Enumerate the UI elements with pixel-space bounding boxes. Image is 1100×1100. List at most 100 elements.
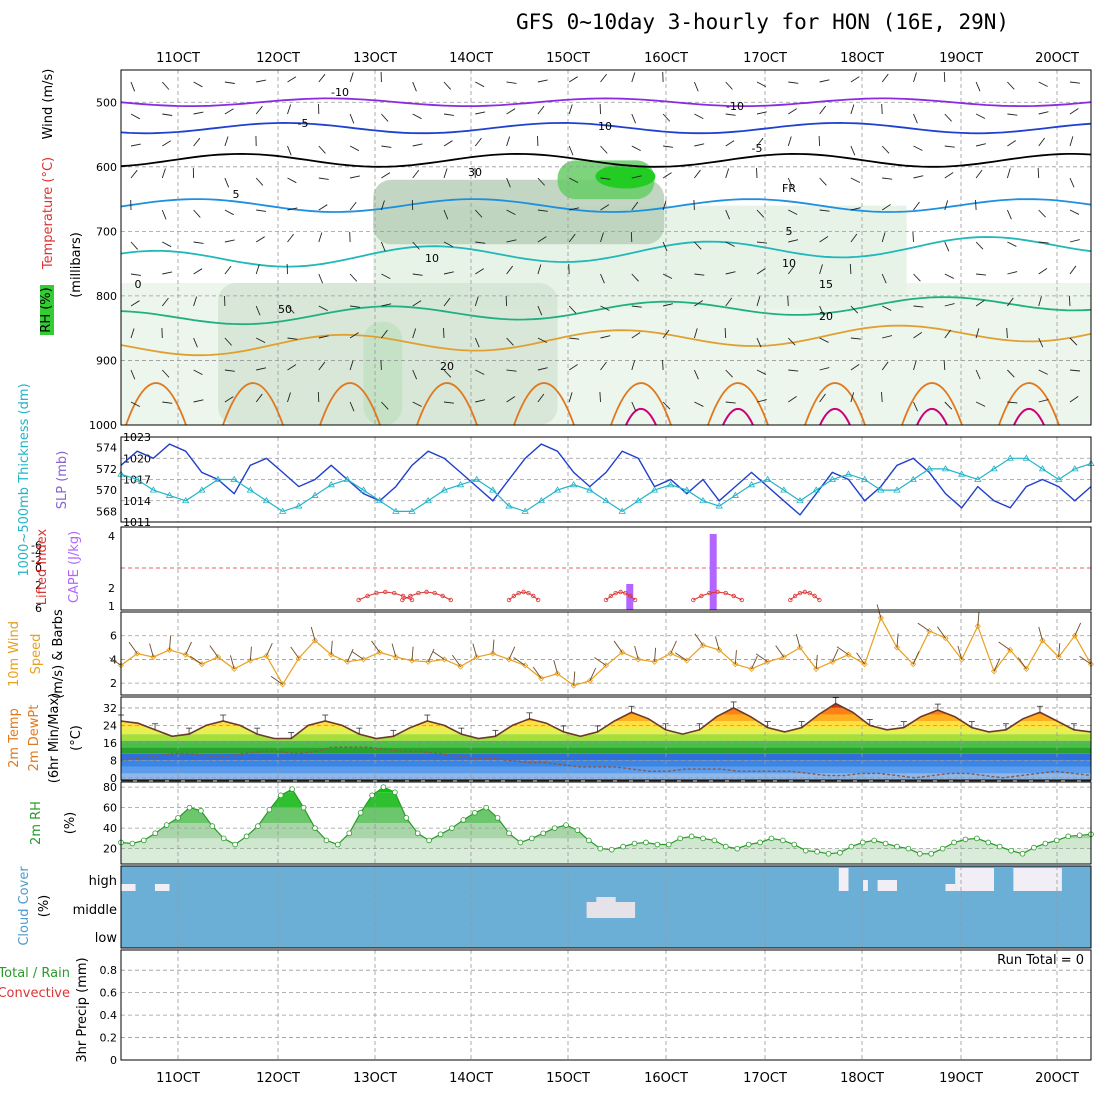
wind-barb [975, 199, 977, 211]
wind-barb [1069, 265, 1077, 275]
wind-barb [662, 200, 667, 211]
wind-barb [631, 113, 637, 124]
thickness-marker [909, 475, 917, 482]
lifted-marker [792, 593, 798, 599]
wind-barb [756, 399, 767, 403]
wind-barb [756, 337, 762, 348]
upper-air-frame [120, 69, 1092, 426]
wind-barb [349, 113, 355, 124]
wind-barb-10m [371, 640, 381, 653]
wind-barb [1069, 337, 1078, 346]
thickness-marker [165, 491, 174, 498]
lifted-tick-label: -2 [31, 554, 42, 567]
x-tick-label-top: 16OCT [644, 51, 688, 66]
wind-barb [913, 145, 923, 151]
high-cloud-gap [838, 868, 849, 891]
wind-barb [443, 297, 451, 307]
rh2m-marker [688, 833, 695, 840]
top-x-axis: 11OCT 12OCT 13OCT 14OCT 15OCT 16OCT 17OCT 18OCT… [156, 51, 1079, 66]
wind-barb [787, 265, 795, 275]
rh-tick-label: 20 [103, 843, 117, 856]
thickness-marker [666, 481, 675, 488]
wind-barb [224, 369, 235, 372]
wind-speed-marker [861, 661, 868, 668]
wind-barb [600, 73, 607, 83]
wind-speed-marker [780, 653, 787, 661]
wind-barb [506, 337, 514, 346]
wind-speed-marker [893, 644, 901, 651]
wind-barb-10m [427, 648, 435, 662]
rh2m-marker [939, 845, 946, 852]
thickness-marker [586, 486, 594, 493]
wind-speed-marker [748, 665, 755, 672]
wind-barb [788, 239, 799, 243]
wind-barb-10m [998, 641, 1011, 651]
lifted-marker [392, 590, 397, 596]
thickness-marker [844, 470, 853, 477]
wind-barb [975, 369, 981, 380]
wind-barb [975, 328, 980, 339]
wind-barb [1007, 271, 1018, 275]
cloud-level-label: low [95, 931, 118, 946]
wind-barb [193, 337, 198, 348]
hot-bump [625, 407, 657, 426]
wind-barb [162, 241, 172, 248]
wind-barb [349, 72, 354, 83]
minus5-isotherm [120, 121, 1092, 135]
wind-barb [130, 273, 141, 276]
wind-barb [256, 79, 267, 83]
rh2m-marker [517, 839, 524, 846]
lifted-marker [506, 597, 512, 603]
rh2m-marker [152, 830, 159, 837]
wind-barb [819, 209, 830, 212]
wind-barb [725, 297, 733, 307]
wind-speed-marker [667, 650, 674, 657]
rh2m-marker [163, 822, 170, 828]
wind-barb [787, 295, 789, 307]
wind-barb-10m [310, 626, 316, 641]
wind-barb [600, 361, 607, 371]
cape-lifted-panel: -6-4-20 2 6 1 2 4 Lifted Index CAPE (J/kg) [31, 526, 1092, 615]
rh2m-marker [369, 792, 375, 799]
wind-barb-10m [270, 676, 283, 685]
wind-barb [537, 105, 545, 115]
wind-barb [631, 201, 639, 211]
wind-barb [600, 204, 610, 211]
wind-barb-10m [432, 651, 445, 660]
wind-barb [193, 111, 204, 115]
rh2m-marker [243, 833, 250, 840]
wind-barb [975, 169, 983, 179]
wind-barb [787, 136, 792, 147]
wind-barb [819, 264, 823, 275]
wind-barb [725, 113, 736, 116]
wind-barb [881, 204, 891, 211]
wind-barb [349, 201, 357, 211]
thickness-marker [877, 486, 885, 493]
thickness-marker [941, 465, 950, 472]
high-cloud-gap [877, 880, 897, 891]
wind-barb [412, 401, 422, 407]
wind-barb [850, 392, 855, 403]
x-tick-label-bottom: 12OCT [256, 1071, 300, 1086]
wind-barb [787, 337, 796, 346]
contour-label: 50 [278, 303, 292, 316]
wind-barb [881, 273, 887, 284]
wind-barb [1006, 327, 1008, 339]
thickness-marker [812, 486, 820, 493]
wind-barb [349, 360, 354, 371]
wind-barb [412, 241, 420, 250]
lifted-marker [511, 593, 517, 599]
wind-barb-10m [351, 651, 364, 660]
wind-barb-10m [856, 652, 866, 665]
wind-barb [693, 369, 699, 380]
wind-barb-10m [594, 657, 607, 666]
wind-barb-10m [149, 643, 154, 658]
contour-label: 10 [425, 252, 439, 265]
thickness-marker [181, 496, 190, 504]
rh2m-marker [905, 845, 912, 852]
rh2m-marker [951, 839, 957, 846]
rh-band [121, 792, 1091, 808]
temp-tick-label: 24 [103, 719, 117, 732]
wind-barb [913, 201, 920, 211]
